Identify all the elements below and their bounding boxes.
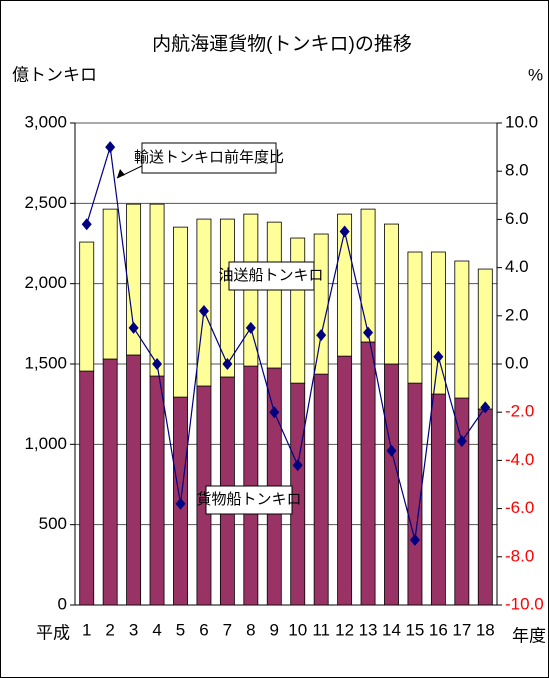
y2-tick-label: 6.0 bbox=[505, 209, 529, 228]
bar-segment bbox=[454, 260, 470, 399]
bar-segment bbox=[454, 397, 470, 606]
annotation-box bbox=[141, 142, 277, 174]
annotation: 貨物船トンキロ bbox=[196, 491, 301, 508]
bar-segment bbox=[337, 355, 353, 606]
x-label-right: 年度 bbox=[512, 626, 546, 645]
x-tick-label: 14 bbox=[382, 620, 401, 639]
y2-tick-label: -4.0 bbox=[505, 450, 534, 469]
bar-segment bbox=[126, 203, 142, 356]
chart-title: 内航海運貨物(トンキロ)の推移 bbox=[152, 33, 412, 55]
x-tick-label: 5 bbox=[176, 620, 185, 639]
x-tick-label: 4 bbox=[152, 620, 161, 639]
y-tick-label: 0 bbox=[58, 594, 67, 613]
x-tick-label: 18 bbox=[476, 620, 495, 639]
y-axis-label: 億トンキロ bbox=[12, 65, 97, 84]
marker bbox=[128, 321, 139, 334]
bar-segment bbox=[384, 363, 399, 606]
bar-segment bbox=[196, 218, 212, 387]
marker bbox=[409, 533, 420, 546]
marker bbox=[152, 358, 163, 370]
x-tick-label: 16 bbox=[429, 620, 448, 639]
y-tick-label: 500 bbox=[39, 514, 67, 533]
y-tick-label: 3,000 bbox=[24, 112, 67, 131]
line bbox=[86, 146, 486, 541]
bar-segment bbox=[149, 203, 165, 377]
y2-tick-label: 2.0 bbox=[505, 305, 529, 324]
bar-segment bbox=[79, 241, 95, 372]
bar-segment bbox=[102, 358, 118, 606]
bar-segment bbox=[126, 354, 142, 606]
y2-tick-label: 4.0 bbox=[505, 257, 529, 276]
marker bbox=[105, 141, 116, 154]
marker bbox=[339, 225, 350, 238]
marker bbox=[433, 350, 444, 363]
annotation: 油送船トンキロ bbox=[218, 267, 323, 284]
x-tick-label: 3 bbox=[129, 620, 138, 639]
marker bbox=[456, 435, 467, 448]
marker bbox=[245, 321, 256, 334]
marker bbox=[269, 406, 280, 419]
x-tick-label: 17 bbox=[452, 620, 471, 639]
bar-segment bbox=[313, 373, 329, 606]
y2-tick-label: 10.0 bbox=[505, 112, 538, 131]
y-tick-label: 1,500 bbox=[24, 353, 67, 372]
x-tick-label: 1 bbox=[82, 620, 91, 639]
bar-segment bbox=[360, 208, 376, 343]
y-tick-label: 2,500 bbox=[24, 193, 67, 212]
marker bbox=[292, 459, 303, 472]
x-tick-label: 13 bbox=[359, 620, 378, 639]
y2-tick-label: 0.0 bbox=[505, 353, 529, 372]
marker bbox=[386, 444, 397, 457]
annotations: 輸送トンキロ前年度比 油送船トンキロ 貨物船トンキロ bbox=[116, 142, 324, 515]
marker bbox=[198, 304, 209, 317]
annotation: 輸送トンキロ前年度比 bbox=[134, 149, 284, 166]
bar-segment bbox=[384, 223, 399, 365]
x-tick-label: 15 bbox=[405, 620, 424, 639]
annotation-box bbox=[205, 485, 293, 515]
bar-segment bbox=[477, 268, 493, 410]
bar-segment bbox=[290, 237, 306, 384]
y-tick-label: 1,000 bbox=[24, 434, 67, 453]
marker bbox=[480, 401, 491, 414]
bar-segment bbox=[407, 382, 423, 606]
x-tick-label: 12 bbox=[335, 620, 354, 639]
x-tick-label: 2 bbox=[105, 620, 114, 639]
bar-segment bbox=[79, 370, 95, 606]
y2-tick-label: -2.0 bbox=[505, 402, 534, 421]
x-tick-label: 10 bbox=[288, 620, 307, 639]
marker bbox=[81, 218, 92, 231]
bar-segment bbox=[430, 393, 446, 606]
bar-segment bbox=[149, 375, 165, 606]
bar-segment bbox=[477, 408, 493, 606]
arrow-head bbox=[117, 169, 125, 178]
y-tick-label: 2,000 bbox=[24, 273, 67, 292]
bar-segment bbox=[266, 221, 282, 369]
bar-segment bbox=[360, 341, 376, 606]
bar-segment bbox=[407, 251, 423, 384]
y2-tick-label: -6.0 bbox=[505, 498, 534, 517]
marker bbox=[175, 497, 186, 510]
marker bbox=[316, 329, 327, 342]
y2-tick-label: 8.0 bbox=[505, 161, 529, 180]
y2-tick-label: -10.0 bbox=[505, 594, 544, 613]
x-tick-label: 9 bbox=[270, 620, 279, 639]
annotation-box bbox=[228, 261, 315, 291]
marker bbox=[363, 326, 374, 339]
bar-segment bbox=[313, 233, 329, 375]
bar-segment bbox=[102, 208, 118, 360]
bar-segment bbox=[219, 218, 235, 378]
x-label-left: 平成 bbox=[36, 623, 70, 642]
x-tick-label: 7 bbox=[223, 620, 232, 639]
bar-segment bbox=[173, 226, 188, 398]
y2-tick-label: -8.0 bbox=[505, 546, 534, 565]
x-tick-label: 11 bbox=[312, 620, 330, 639]
y2-axis-label: % bbox=[528, 65, 543, 84]
x-tick-label: 6 bbox=[199, 620, 208, 639]
x-tick-label: 8 bbox=[246, 620, 255, 639]
marker bbox=[222, 358, 233, 370]
